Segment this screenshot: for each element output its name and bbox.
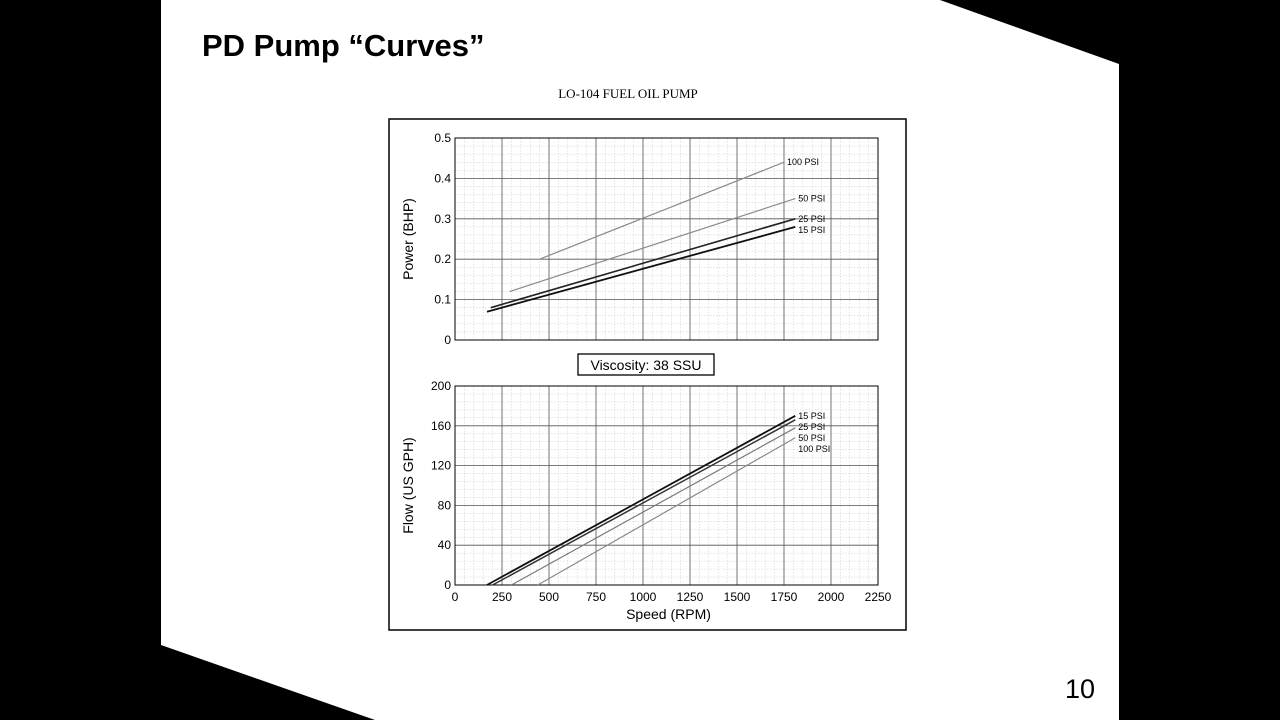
figure-title: LO-104 FUEL OIL PUMP [558,86,698,101]
y-tick-label: 160 [431,419,451,433]
series-line [511,427,796,586]
y-axis-label: Power (BHP) [400,198,416,280]
y-tick-label: 200 [431,379,451,393]
x-tick-label: 0 [452,590,459,604]
viscosity-box-border [577,353,715,376]
y-axis-label: Flow (US GPH) [400,437,416,533]
plot-border [454,385,879,586]
x-tick-label: 1750 [771,590,798,604]
series-line [490,218,796,309]
y-tick-label: 0 [444,333,451,347]
x-tick-label: 2000 [818,590,845,604]
y-tick-label: 0.4 [434,171,451,185]
viscosity-box: Viscosity: 38 SSU [577,353,715,376]
series-line [509,198,796,293]
series-line [486,226,796,313]
corner-wedge-bottom-left [161,645,375,720]
page-number: 10 [1065,674,1096,704]
y-tick-label: 80 [438,498,452,512]
series-label: 25 PSI [798,422,825,432]
figure-frame [388,118,907,631]
series-label: 25 PSI [798,214,825,224]
series-label: 50 PSI [798,433,825,443]
series-line [492,419,796,586]
x-tick-label: 1500 [724,590,751,604]
series-label: 100 PSI [787,157,819,167]
power-chart: 0 0.1 0.2 0.3 0.4 0.5 Power (BHP) 100 PSI 50 PSI… [400,131,879,347]
y-tick-label: 40 [438,538,452,552]
y-tick-label: 0 [444,578,451,592]
y-tick-label: 0.3 [434,212,451,226]
x-tick-label: 250 [492,590,512,604]
y-tick-label: 0.2 [434,252,451,266]
y-tick-label: 0.1 [434,293,451,307]
corner-wedge-top-right [940,0,1119,64]
x-tick-label: 1250 [677,590,704,604]
series-line [486,415,796,586]
series-line [537,437,796,586]
series-line [539,161,785,260]
series-label: 100 PSI [798,444,830,454]
x-tick-label: 2250 [865,590,892,604]
series-label: 15 PSI [798,225,825,235]
plot-border [454,137,879,341]
y-tick-label: 120 [431,459,451,473]
x-axis-label: Speed (RPM) [626,606,711,622]
series-label: 15 PSI [798,411,825,421]
series-label: 50 PSI [798,194,825,204]
slide-title: PD Pump “Curves” [202,28,485,63]
viscosity-label: Viscosity: 38 SSU [590,357,701,373]
x-tick-label: 1000 [630,590,657,604]
y-tick-label: 0.5 [434,131,451,145]
x-tick-label: 750 [586,590,606,604]
x-tick-label: 500 [539,590,559,604]
